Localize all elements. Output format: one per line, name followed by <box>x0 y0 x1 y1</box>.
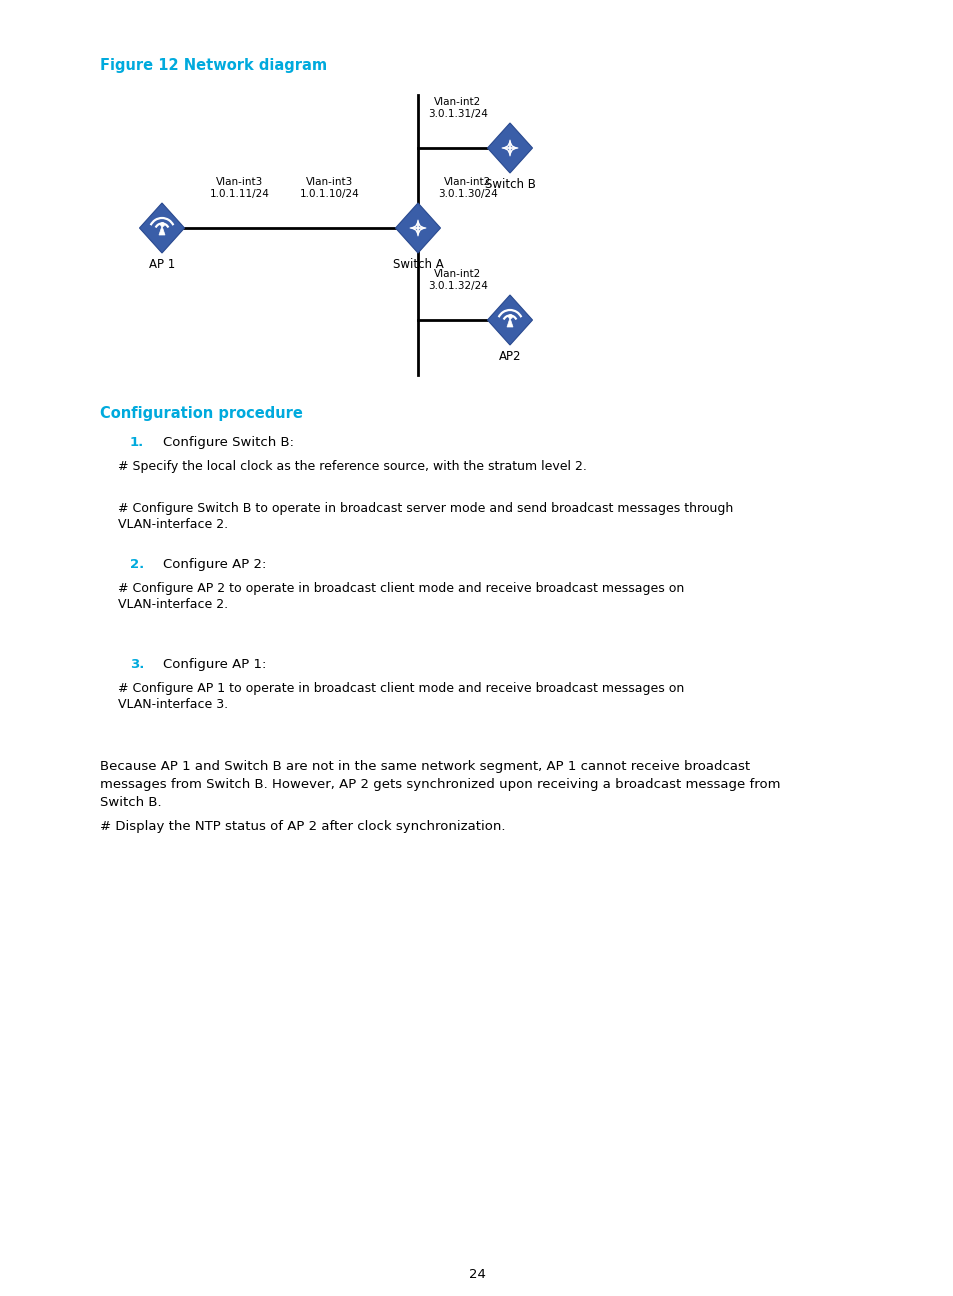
Text: messages from Switch B. However, AP 2 gets synchronized upon receiving a broadca: messages from Switch B. However, AP 2 ge… <box>100 778 780 791</box>
Polygon shape <box>487 295 532 345</box>
Polygon shape <box>395 203 440 253</box>
Polygon shape <box>159 226 165 235</box>
Text: Vlan-int3
1.0.1.11/24: Vlan-int3 1.0.1.11/24 <box>210 176 270 200</box>
Text: Configure AP 1:: Configure AP 1: <box>163 658 266 671</box>
Text: VLAN-interface 3.: VLAN-interface 3. <box>118 699 228 712</box>
Text: Configure Switch B:: Configure Switch B: <box>163 435 294 448</box>
Text: Figure 12 Network diagram: Figure 12 Network diagram <box>100 58 327 73</box>
Text: # Configure Switch B to operate in broadcast server mode and send broadcast mess: # Configure Switch B to operate in broad… <box>118 502 733 515</box>
Text: Vlan-int2
3.0.1.32/24: Vlan-int2 3.0.1.32/24 <box>428 268 487 292</box>
Text: Vlan-int2
3.0.1.31/24: Vlan-int2 3.0.1.31/24 <box>428 97 487 119</box>
Text: # Configure AP 2 to operate in broadcast client mode and receive broadcast messa: # Configure AP 2 to operate in broadcast… <box>118 582 683 595</box>
Text: Vlan-int2
3.0.1.30/24: Vlan-int2 3.0.1.30/24 <box>437 176 497 200</box>
Text: Vlan-int3
1.0.1.10/24: Vlan-int3 1.0.1.10/24 <box>300 176 359 200</box>
Text: Switch A: Switch A <box>393 258 443 271</box>
Text: # Specify the local clock as the reference source, with the stratum level 2.: # Specify the local clock as the referen… <box>118 460 586 473</box>
Text: VLAN-interface 2.: VLAN-interface 2. <box>118 518 228 531</box>
Text: 2.: 2. <box>130 559 144 572</box>
Text: VLAN-interface 2.: VLAN-interface 2. <box>118 597 228 610</box>
Text: 1.: 1. <box>130 435 144 448</box>
Text: Because AP 1 and Switch B are not in the same network segment, AP 1 cannot recei: Because AP 1 and Switch B are not in the… <box>100 759 749 772</box>
Polygon shape <box>487 123 532 172</box>
Text: AP2: AP2 <box>498 350 520 363</box>
Polygon shape <box>506 318 513 327</box>
Text: 3.: 3. <box>130 658 144 671</box>
Text: Switch B.: Switch B. <box>100 796 161 809</box>
Text: # Display the NTP status of AP 2 after clock synchronization.: # Display the NTP status of AP 2 after c… <box>100 820 505 833</box>
Polygon shape <box>139 203 184 253</box>
Text: Switch B: Switch B <box>484 178 535 191</box>
Text: # Configure AP 1 to operate in broadcast client mode and receive broadcast messa: # Configure AP 1 to operate in broadcast… <box>118 682 683 695</box>
Text: Configuration procedure: Configuration procedure <box>100 406 302 421</box>
Text: 24: 24 <box>468 1267 485 1280</box>
Text: AP 1: AP 1 <box>149 258 175 271</box>
Text: Configure AP 2:: Configure AP 2: <box>163 559 266 572</box>
